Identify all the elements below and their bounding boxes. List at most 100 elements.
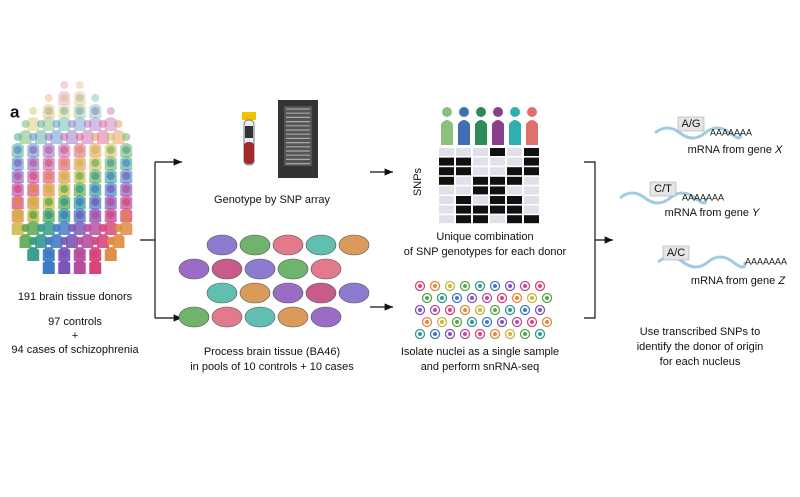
donor-body: [27, 117, 40, 131]
snp-cell: [524, 176, 539, 185]
nucleus-core: [523, 284, 527, 288]
snp-cell: [456, 186, 471, 195]
donor-head: [37, 120, 45, 128]
donor-head: [114, 224, 123, 232]
donor-head: [60, 133, 69, 141]
brain: [239, 234, 271, 256]
donor-head: [44, 133, 53, 141]
brain: [206, 282, 238, 304]
donor-head: [29, 159, 38, 167]
donor-body: [42, 104, 55, 118]
donor-body: [42, 221, 55, 235]
donor-head: [13, 133, 22, 141]
donor-head: [37, 224, 45, 232]
donor-head: [44, 172, 53, 180]
donor-head: [122, 211, 131, 219]
conclusion-line: for each nucleus: [660, 356, 741, 368]
donor-head: [122, 185, 131, 193]
donor-body: [104, 247, 117, 261]
snp-cell: [490, 157, 505, 166]
donor-body: [81, 234, 94, 248]
donor-body: [73, 104, 86, 118]
snp-cell: [439, 176, 454, 185]
donor-body: [73, 221, 86, 235]
nucleus-core: [515, 320, 519, 324]
nucleus-core: [523, 332, 527, 336]
donor-head: [44, 198, 53, 206]
snp-array: [278, 100, 318, 178]
snp-cell: [456, 215, 471, 224]
snp-cell: [456, 196, 471, 204]
donor-crowd: [11, 81, 133, 274]
brain: [310, 306, 342, 328]
donor-head: [29, 237, 38, 245]
snp-box: [649, 181, 677, 197]
snp-cell: [473, 157, 488, 166]
brain: [244, 258, 276, 280]
donor-head: [60, 250, 69, 258]
snp-cell: [490, 186, 505, 195]
nucleus-core: [463, 284, 467, 288]
brain: [305, 234, 337, 256]
nucleus-core: [440, 296, 444, 300]
donor-head: [91, 159, 100, 167]
donor-head: [122, 198, 131, 206]
donor-body: [81, 130, 94, 144]
polya: AAAAAAA: [710, 127, 752, 137]
brain: [277, 306, 309, 328]
bracket: [140, 162, 156, 318]
donor-body: [66, 234, 78, 248]
donor-body: [526, 120, 538, 145]
snp-matrix: [439, 107, 539, 224]
donor-head: [122, 133, 131, 141]
nucleus-core: [463, 308, 467, 312]
nucleus-core: [538, 332, 542, 336]
brain: [211, 258, 243, 280]
donor-head: [60, 198, 69, 206]
nucleus-core: [485, 320, 489, 324]
brain: [178, 306, 210, 328]
snp-cell: [456, 176, 471, 185]
nucleus-core: [485, 296, 489, 300]
brain: [178, 258, 210, 280]
nucleus-core: [478, 308, 482, 312]
brain: [272, 282, 304, 304]
nucleus-core: [500, 320, 504, 324]
donor-head: [52, 224, 61, 232]
donor-head: [106, 107, 115, 115]
donors-line: 94 cases of schizophrenia: [11, 344, 139, 356]
donor-head: [44, 146, 53, 154]
donor-head: [13, 146, 22, 154]
donor-body: [112, 234, 125, 248]
donor-head: [75, 159, 84, 167]
genotype-label: Genotype by SNP array: [214, 194, 330, 206]
nucleus-core: [433, 332, 437, 336]
brain: [310, 258, 342, 280]
snp-cell: [439, 157, 454, 166]
matrix-line: of SNP genotypes for each donor: [404, 246, 567, 258]
donor-head: [75, 172, 84, 180]
nucleus-core: [530, 320, 534, 324]
donor-head: [106, 146, 115, 154]
nucleus-core: [463, 332, 467, 336]
donor-head: [91, 198, 100, 206]
donor-body: [89, 221, 102, 235]
mrna-label: mRNA from gene Z: [691, 275, 786, 287]
nucleus-core: [500, 296, 504, 300]
donor-head: [75, 250, 84, 258]
gene-text: mRNA from gene: [665, 207, 749, 219]
donor-head: [106, 172, 115, 180]
donor-head: [60, 172, 69, 180]
nucleus-core: [440, 320, 444, 324]
gene-text: mRNA from gene: [688, 144, 772, 156]
snp-cell: [507, 215, 522, 224]
snp-cell: [490, 167, 505, 176]
donor-head: [75, 185, 84, 193]
donor-head: [99, 120, 107, 128]
snp-cell: [490, 148, 505, 156]
snp-cell: [456, 148, 471, 156]
donor-head: [44, 159, 53, 167]
snp-cell: [507, 148, 522, 156]
donor-head: [75, 94, 84, 102]
donor-body: [104, 221, 117, 235]
